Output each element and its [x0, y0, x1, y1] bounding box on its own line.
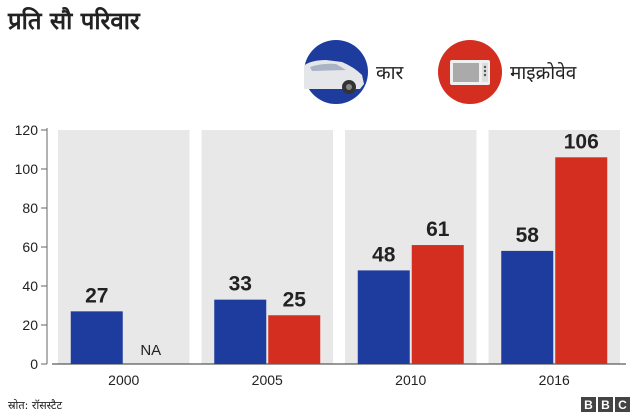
bar: [268, 315, 321, 364]
x-tick-label: 2010: [395, 372, 426, 388]
bar: [357, 270, 410, 364]
bbc-logo: B B C: [581, 397, 630, 412]
legend-label-microwave: माइक्रोवेव: [510, 62, 577, 84]
bar: [70, 311, 123, 364]
bar-value-label: 33: [229, 273, 252, 296]
bar: [214, 299, 267, 364]
y-tick-label: 0: [30, 356, 38, 372]
y-tick-label: 40: [22, 278, 38, 294]
bar-value-label: 48: [372, 243, 396, 266]
bar: [501, 250, 554, 364]
x-axis: 2000 2005 2010 2016: [108, 372, 570, 388]
bbc-logo-letter: C: [615, 397, 630, 412]
car-icon: [304, 40, 368, 104]
bars: [70, 157, 608, 364]
x-tick-label: 2005: [252, 372, 283, 388]
y-tick-label: 100: [15, 161, 39, 177]
bar-value-label: 106: [564, 130, 599, 153]
y-tick-label: 20: [22, 317, 38, 333]
bbc-logo-letter: B: [581, 397, 596, 412]
y-tick-label: 60: [22, 239, 38, 255]
y-tick-label: 80: [22, 200, 38, 216]
bbc-logo-letter: B: [598, 397, 613, 412]
data-labels: 27 33 48 58 NA 25 61 106: [85, 130, 599, 359]
bar: [555, 157, 608, 364]
bar-value-label: NA: [140, 342, 161, 359]
bar-value-label: 27: [85, 284, 108, 307]
legend-item-car: कार: [304, 40, 403, 104]
chart-title: प्रति सौ परिवार: [8, 7, 140, 35]
legend-item-microwave: माइक्रोवेव: [438, 40, 576, 104]
bar-value-label: 61: [426, 218, 450, 241]
y-tick-label: 120: [15, 122, 39, 138]
bar: [411, 245, 464, 364]
bar-value-label: 25: [283, 288, 307, 311]
bar-value-label: 58: [516, 224, 540, 247]
x-tick-label: 2000: [108, 372, 139, 388]
microwave-icon: [438, 40, 502, 104]
source-note: स्रोत: रॉसस्टैट: [8, 399, 63, 412]
x-tick-label: 2016: [539, 372, 570, 388]
y-axis: 0 20 40 60 80 100 120: [15, 122, 626, 372]
legend-label-car: कार: [376, 62, 404, 84]
